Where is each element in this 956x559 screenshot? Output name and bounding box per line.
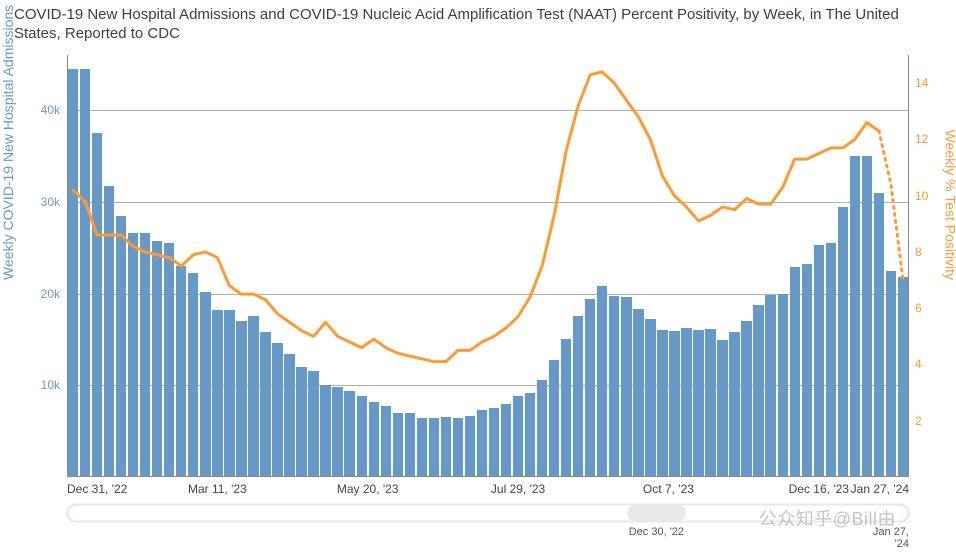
y-left-tick: 10k	[20, 378, 60, 392]
axis-line-left	[67, 55, 68, 477]
y-right-tick: 8	[915, 245, 922, 259]
range-scrollbar-thumb[interactable]	[627, 505, 686, 521]
y-right-tick: 14	[915, 76, 928, 90]
y-axis-right-label: Weekly % Test Positivity	[942, 129, 956, 279]
y-right-tick: 12	[915, 132, 928, 146]
x-tick: Mar 11, '23	[188, 482, 247, 496]
x-tick: Dec 31, '22	[67, 482, 127, 496]
y-left-tick: 40k	[20, 103, 60, 117]
positivity-line[interactable]	[73, 72, 879, 362]
range-end-label: Jan 27, '24	[862, 526, 909, 550]
y-left-tick: 20k	[20, 287, 60, 301]
x-tick: Oct 7, '23	[643, 482, 694, 496]
axis-line-bottom	[67, 476, 909, 477]
y-left-tick: 30k	[20, 195, 60, 209]
chart-root: COVID-19 New Hospital Admissions and COV…	[0, 0, 956, 559]
chart-title: COVID-19 New Hospital Admissions and COV…	[14, 6, 936, 44]
x-tick: May 20, '23	[337, 482, 399, 496]
y-axis-left-label: Weekly COVID-19 New Hospital Admissions	[0, 4, 16, 279]
x-tick: Dec 16, '23	[789, 482, 849, 496]
x-tick: Jan 27, '24	[851, 482, 909, 496]
positivity-line-dashed[interactable]	[879, 131, 903, 280]
range-scrollbar[interactable]	[67, 504, 909, 522]
y-right-tick: 10	[915, 189, 928, 203]
y-right-tick: 2	[915, 414, 922, 428]
plot-area[interactable]	[67, 55, 909, 477]
y-right-tick: 6	[915, 301, 922, 315]
axis-line-right	[908, 55, 909, 477]
range-start-label: Dec 30, '22	[629, 526, 684, 538]
line-series	[67, 55, 909, 477]
x-tick: Jul 29, '23	[491, 482, 545, 496]
y-right-tick: 4	[915, 357, 922, 371]
